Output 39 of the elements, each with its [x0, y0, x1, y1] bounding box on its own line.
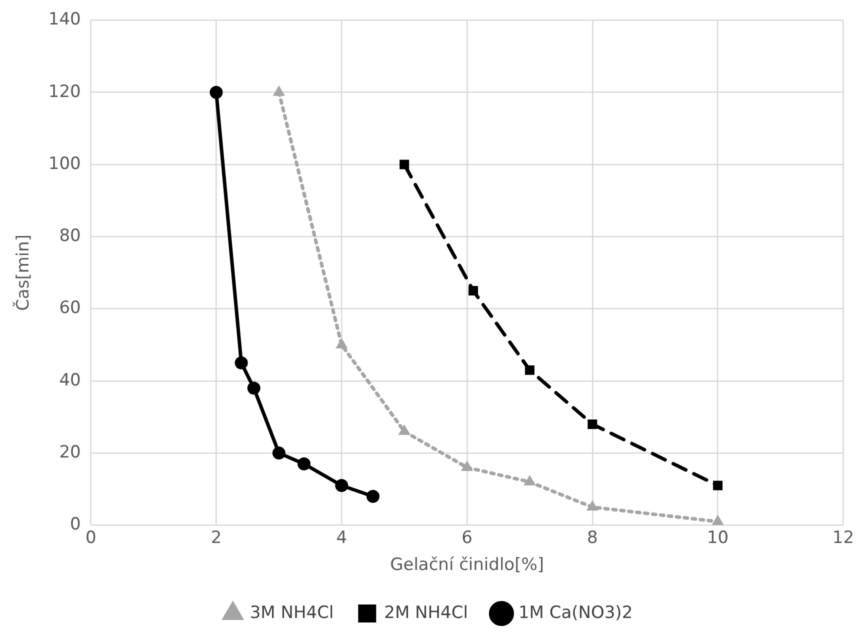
point: [713, 480, 723, 490]
point: [247, 382, 260, 395]
y-tick-label: 80: [59, 226, 81, 246]
x-tick-label: 6: [462, 528, 472, 548]
y-tick-label: 40: [59, 370, 81, 390]
point: [366, 490, 380, 503]
point: [712, 515, 724, 526]
y-tick-label: 100: [48, 154, 81, 174]
y-tick-label: 0: [70, 514, 81, 535]
y-tick-label: 60: [59, 298, 81, 318]
point: [524, 475, 536, 486]
point: [461, 460, 473, 471]
point: [335, 479, 348, 492]
point: [588, 419, 598, 429]
point: [298, 457, 311, 470]
point: [398, 424, 410, 435]
y-axis-title: Čas[min]: [12, 234, 34, 311]
point: [234, 356, 248, 370]
x-tick-label: 10: [706, 528, 729, 548]
point: [210, 86, 223, 99]
x-tick-label: 8: [586, 528, 598, 548]
point: [400, 160, 410, 170]
y-tick-label: 20: [59, 442, 81, 462]
point: [524, 365, 534, 375]
x-tick-label: 2: [210, 528, 222, 548]
x-tick-label: 12: [832, 528, 854, 548]
x-axis-title: Gelační činidlo[%]: [390, 555, 544, 576]
point: [586, 500, 598, 511]
point: [272, 446, 286, 460]
legend-label: 3M NH4Cl: [250, 602, 334, 623]
x-tick-label: 0: [85, 528, 96, 548]
y-tick-label: 140: [48, 10, 81, 30]
point: [336, 338, 348, 348]
legend-label: 2M NH4Cl: [384, 602, 468, 623]
legend-label: 1M Ca(NO3)2: [518, 602, 633, 623]
x-tick-label: 4: [336, 528, 348, 548]
point: [468, 286, 478, 296]
point: [273, 86, 285, 96]
y-tick-label: 120: [48, 82, 81, 102]
